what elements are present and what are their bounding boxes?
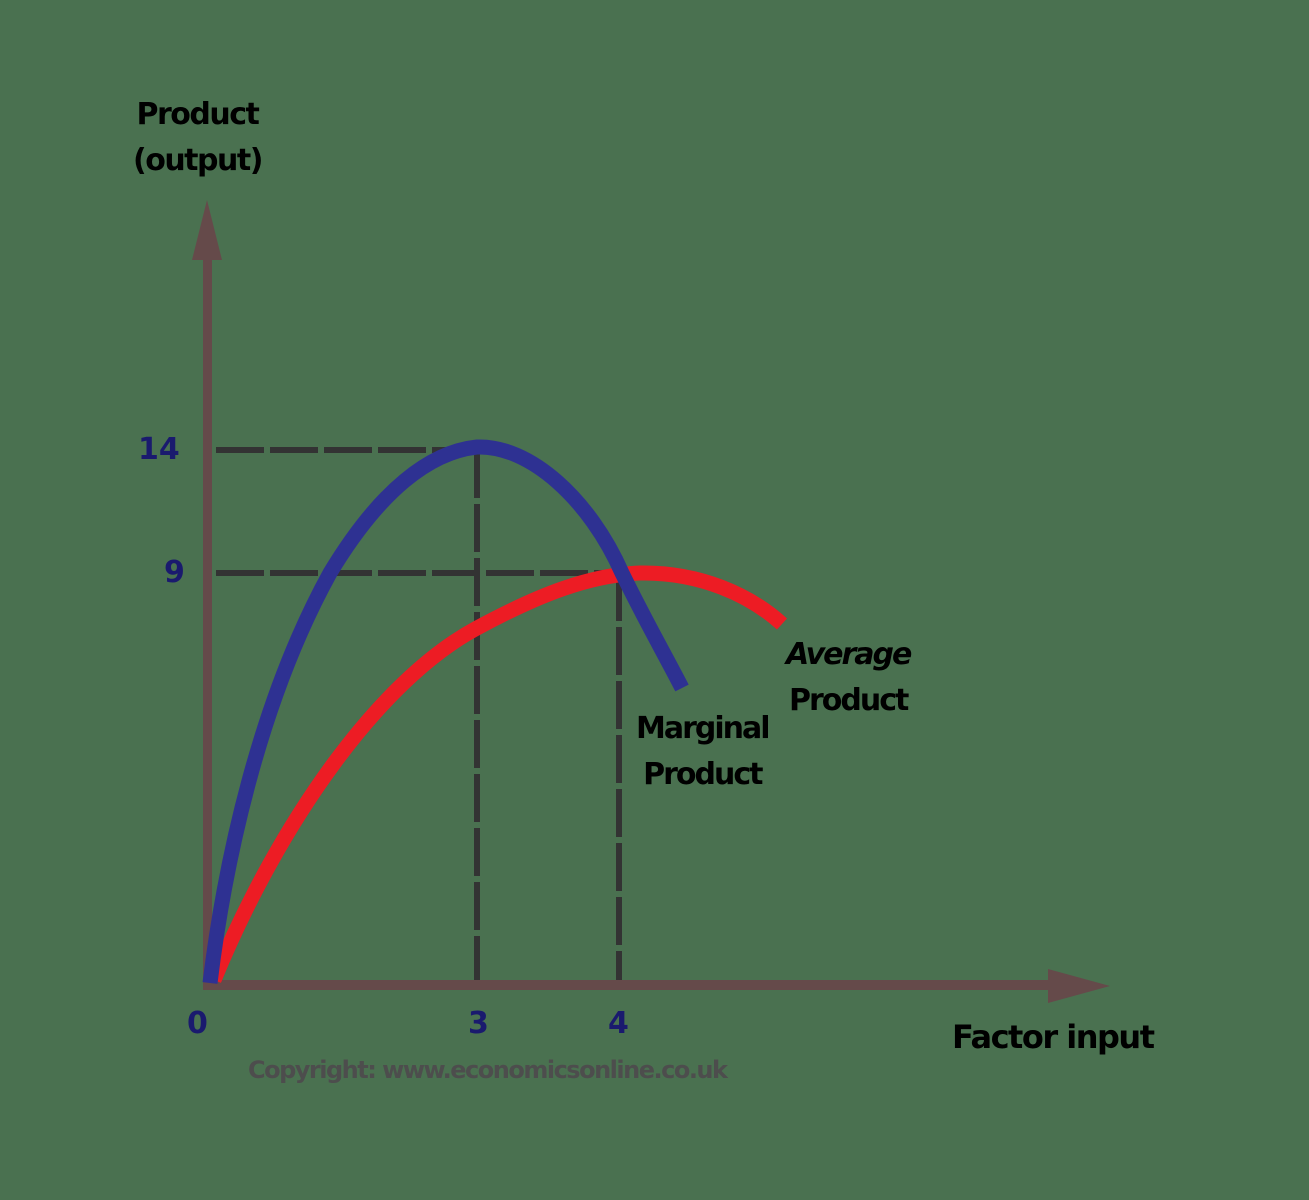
y-axis: [203, 250, 212, 990]
y-axis-label-line1: Product: [136, 97, 260, 132]
x-axis-arrow-icon: [1048, 969, 1110, 1003]
average-product-label: Average Product: [786, 632, 912, 724]
marginal-product-label-line1: Marginal: [636, 711, 771, 746]
average-product-label-line2: Product: [788, 683, 909, 718]
x-tick-4: 4: [608, 1006, 629, 1041]
x-axis-label: Factor input: [952, 1018, 1155, 1056]
x-tick-3: 3: [468, 1006, 489, 1041]
marginal-product-curve: [202, 439, 689, 984]
y-axis-arrow-icon: [192, 200, 222, 260]
x-tick-0: 0: [187, 1006, 208, 1041]
average-product-label-line1: Average: [786, 637, 912, 672]
y-axis-label: Product (output): [133, 92, 263, 184]
reference-lines: [216, 447, 622, 983]
copyright-text: Copyright: www.economicsonline.co.uk: [248, 1056, 728, 1084]
marginal-product-label: Marginal Product: [636, 706, 771, 798]
x-axis: [207, 980, 1057, 990]
y-tick-9: 9: [164, 555, 185, 590]
y-tick-14: 14: [138, 432, 180, 467]
marginal-product-label-line2: Product: [643, 757, 763, 792]
axes: [192, 200, 1110, 1003]
average-product-curve: [207, 565, 788, 983]
y-axis-label-line2: (output): [133, 143, 263, 178]
